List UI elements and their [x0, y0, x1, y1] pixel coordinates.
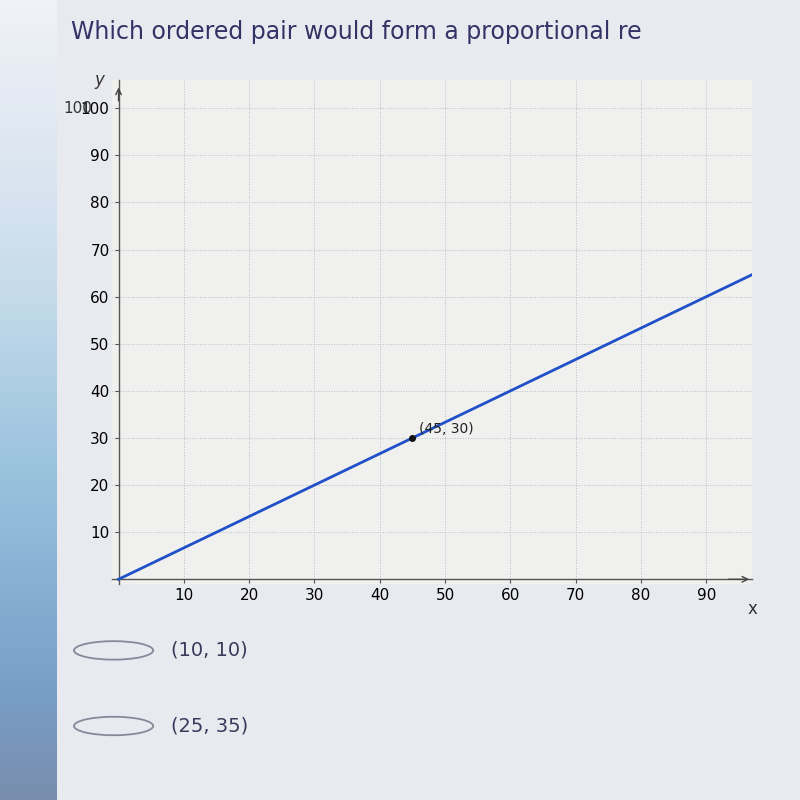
Text: (10, 10): (10, 10)	[171, 641, 248, 660]
Text: x: x	[747, 601, 757, 618]
Text: 100: 100	[63, 101, 93, 116]
Text: (45, 30): (45, 30)	[419, 422, 474, 436]
Text: y: y	[94, 71, 104, 90]
Text: Which ordered pair would form a proportional re: Which ordered pair would form a proporti…	[71, 20, 642, 44]
Text: (25, 35): (25, 35)	[171, 717, 249, 735]
